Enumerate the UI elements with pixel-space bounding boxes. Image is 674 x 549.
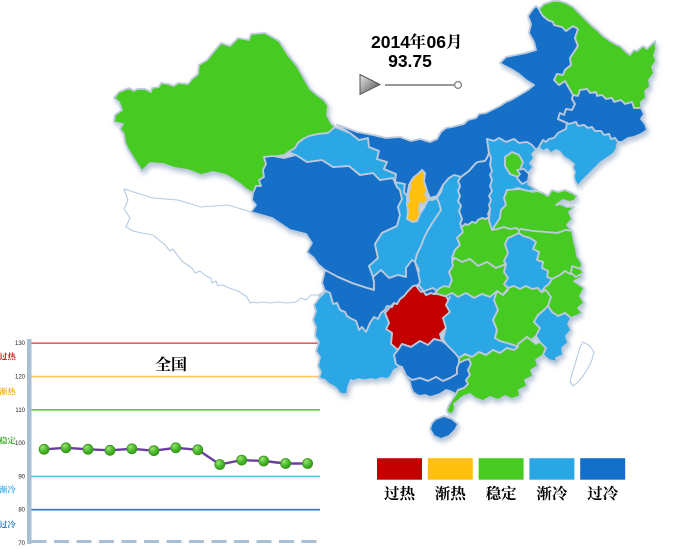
svg-text:110: 110 — [15, 408, 25, 414]
svg-text:100: 100 — [15, 441, 26, 447]
svg-text:80: 80 — [18, 508, 25, 514]
svg-text:70: 70 — [18, 541, 25, 547]
svg-text:2014: 2014 — [371, 32, 410, 52]
svg-text:130: 130 — [15, 341, 26, 347]
svg-text:93.75: 93.75 — [388, 51, 432, 71]
svg-text:90: 90 — [18, 474, 25, 480]
svg-text:06: 06 — [427, 32, 447, 52]
svg-text:120: 120 — [15, 375, 26, 381]
